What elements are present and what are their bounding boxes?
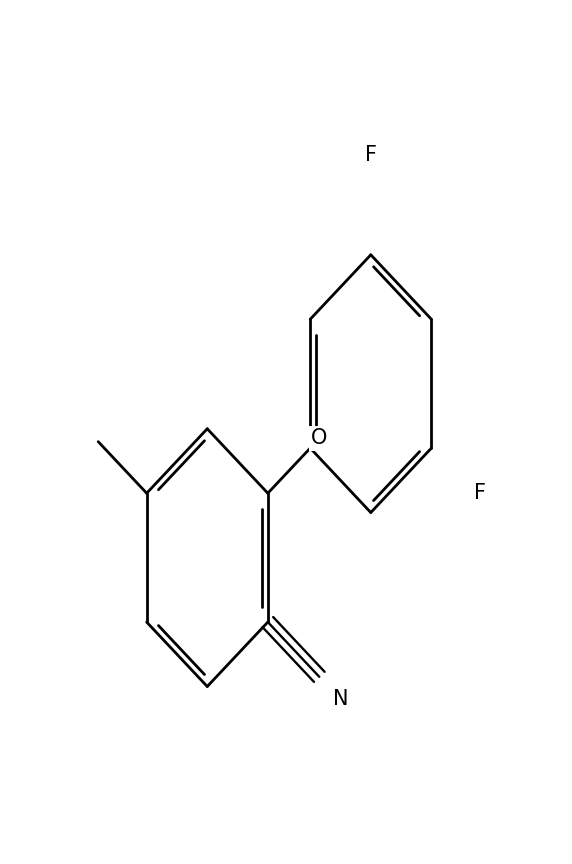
Text: F: F xyxy=(365,144,377,165)
Text: F: F xyxy=(474,483,486,503)
Text: O: O xyxy=(311,429,328,448)
Text: N: N xyxy=(333,689,348,709)
